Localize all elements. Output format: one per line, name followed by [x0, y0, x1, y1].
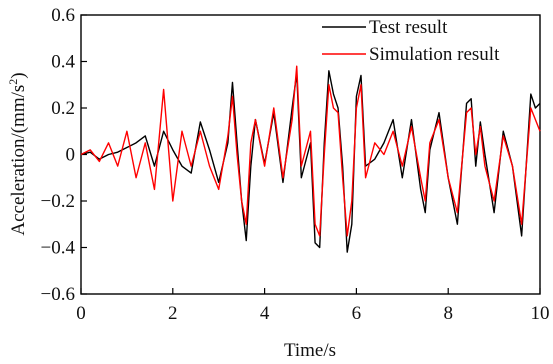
x-tick-label: 4 [260, 303, 270, 324]
y-tick-label: 0 [66, 145, 76, 166]
y-axis-label-main: Acceleration/(mm/s [8, 85, 29, 236]
series-layer [80, 65, 541, 253]
axis-ticks: 0 2 4 6 8 10 −0.6 −0.4 −0.2 0 0.2 0.4 0.6 [41, 5, 550, 324]
series-line-test-result [80, 70, 541, 253]
x-axis-label: Time/s [284, 340, 336, 361]
x-tick-label: 0 [76, 303, 86, 324]
y-axis-label-close: ) [8, 72, 29, 78]
legend-label-test: Test result [369, 17, 448, 38]
y-tick-label: −0.6 [41, 284, 75, 305]
legend: Test result Simulation result [322, 17, 500, 65]
y-tick-label: 0.4 [51, 52, 75, 73]
y-axis-label-superscript: 2 [6, 79, 20, 85]
x-tick-label: 6 [352, 303, 362, 324]
y-tick-label: 0.2 [51, 98, 75, 119]
x-tick-label: 8 [443, 303, 453, 324]
series-line-simulation-result [80, 65, 541, 237]
x-tick-label: 10 [531, 303, 550, 324]
y-tick-label: −0.4 [41, 238, 76, 259]
x-tick-label: 2 [168, 303, 178, 324]
y-tick-label: −0.2 [41, 191, 75, 212]
y-axis-label: Acceleration/(mm/s2) [6, 72, 29, 235]
legend-label-simulation: Simulation result [369, 44, 500, 65]
y-tick-label: 0.6 [51, 5, 75, 26]
